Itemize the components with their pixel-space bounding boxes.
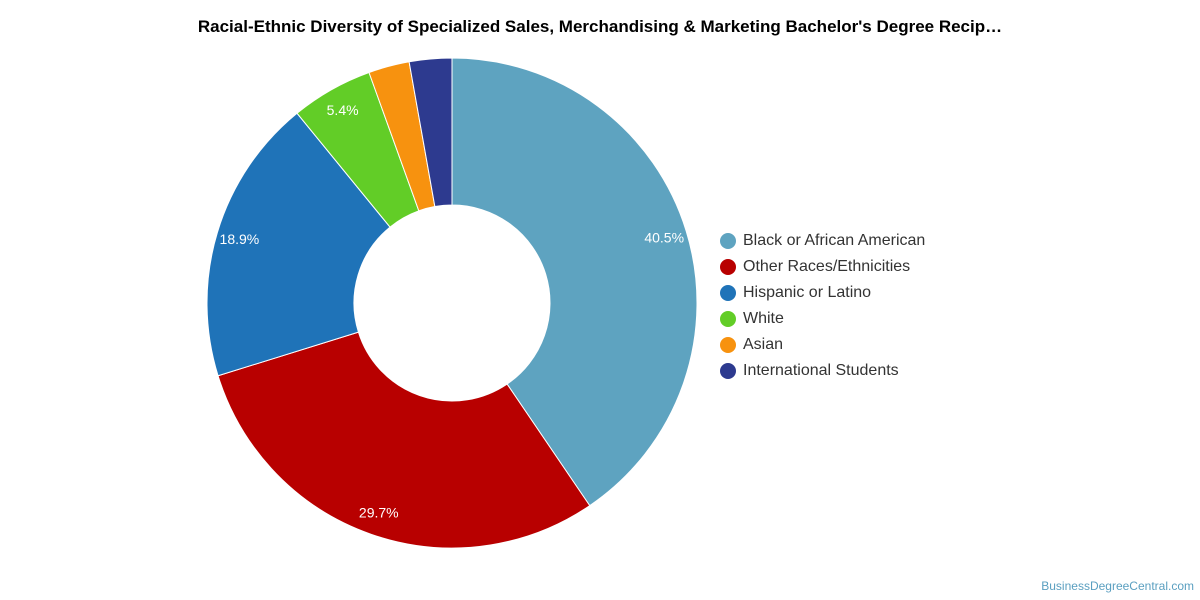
slice-label: 18.9% — [220, 231, 260, 247]
legend-swatch-icon — [720, 363, 736, 379]
legend-item[interactable]: Hispanic or Latino — [720, 280, 925, 306]
slice-black-or-african-american[interactable] — [451, 57, 698, 507]
slice-label: 29.7% — [359, 505, 399, 521]
legend-label: Black or African American — [743, 232, 926, 249]
legend-label: International Students — [743, 362, 899, 379]
slice-label: 5.4% — [327, 102, 359, 118]
legend-swatch-icon — [720, 285, 736, 301]
legend-item[interactable]: International Students — [720, 358, 925, 384]
slice-label: 40.5% — [644, 230, 684, 246]
legend-swatch-icon — [720, 233, 736, 249]
legend-label: Hispanic or Latino — [743, 284, 872, 301]
legend-label: White — [743, 310, 784, 327]
legend-swatch-icon — [720, 337, 736, 353]
legend-item[interactable]: Other Races/Ethnicities — [720, 254, 925, 280]
watermark: BusinessDegreeCentral.com — [1041, 579, 1194, 593]
legend-swatch-icon — [720, 259, 736, 275]
legend-label: Other Races/Ethnicities — [743, 258, 911, 275]
chart-title: Racial-Ethnic Diversity of Specialized S… — [197, 17, 1003, 36]
legend-label: Asian — [743, 336, 784, 353]
slice-hispanic-or-latino[interactable] — [206, 112, 391, 377]
slice-other-races-ethnicities[interactable] — [217, 331, 591, 549]
chart-legend: Black or African American Other Races/Eth… — [720, 228, 925, 384]
legend-swatch-icon — [720, 311, 736, 327]
legend-item[interactable]: White — [720, 306, 925, 332]
slice-international-students[interactable] — [408, 57, 453, 208]
legend-item[interactable]: Asian — [720, 332, 925, 358]
legend-item[interactable]: Black or African American — [720, 228, 925, 254]
